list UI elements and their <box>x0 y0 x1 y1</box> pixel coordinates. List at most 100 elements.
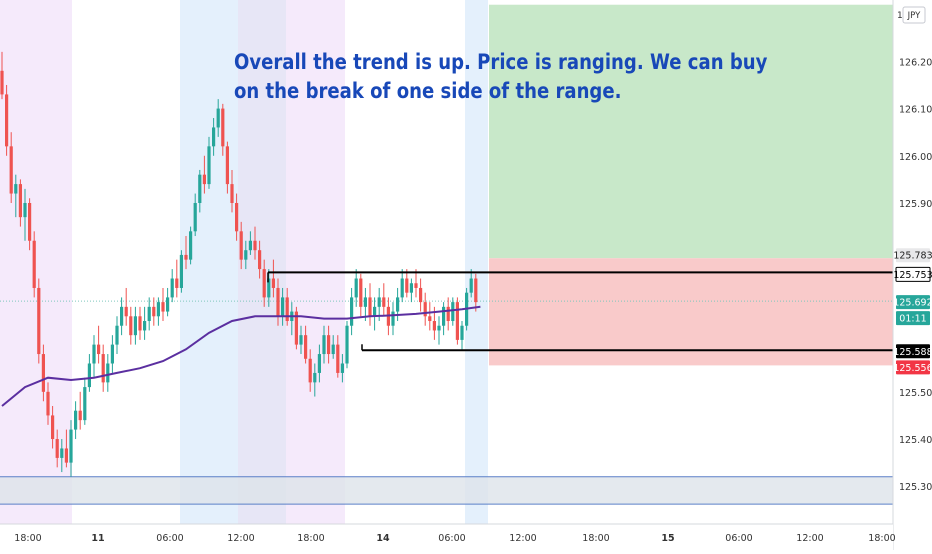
y-tick-label: 125.500 <box>899 388 932 399</box>
candle-body <box>281 297 285 317</box>
candle-body <box>212 127 216 147</box>
candle-body <box>368 297 372 317</box>
candle-body <box>69 429 73 463</box>
candlesticks <box>0 51 478 477</box>
candle-body <box>271 278 275 288</box>
candle-body <box>129 316 133 336</box>
candle-body <box>336 344 340 373</box>
candle-body <box>400 278 404 298</box>
candle-body <box>423 302 427 317</box>
price-tag-profit-target <box>896 248 930 263</box>
candle-body <box>308 358 312 383</box>
candle-body <box>437 325 441 331</box>
candle-body <box>147 306 151 322</box>
currency-badge <box>902 6 926 24</box>
x-tick-label: 12:00 <box>796 533 823 544</box>
candle-body <box>230 184 234 203</box>
candle-body <box>143 321 147 331</box>
candle-body <box>51 415 55 440</box>
candle-body <box>294 311 298 345</box>
candle-body <box>276 287 280 317</box>
candle-body <box>327 335 331 355</box>
range-levels <box>267 271 893 352</box>
candle-body <box>253 240 257 251</box>
x-tick-label: 14 <box>376 533 390 544</box>
candle-body <box>409 283 413 293</box>
candle-body <box>262 269 266 298</box>
candle-body <box>133 316 137 336</box>
x-tick-label: 06:00 <box>156 533 183 544</box>
candle-body <box>207 146 211 185</box>
candle-body <box>60 448 64 458</box>
candle-body <box>198 174 202 203</box>
candle-body <box>23 202 27 218</box>
candle-body <box>258 250 262 270</box>
candle-body <box>451 302 455 322</box>
candle-body <box>32 240 36 288</box>
candle-body <box>106 363 110 383</box>
candle-body <box>396 297 400 312</box>
candle-body <box>363 297 367 307</box>
candle-body <box>83 387 87 421</box>
x-tick-label: 18:00 <box>582 533 609 544</box>
candle-body <box>175 278 179 288</box>
candle-body <box>391 311 395 326</box>
candle-body <box>455 302 459 340</box>
x-tick-label: 12:00 <box>227 533 254 544</box>
candle-body <box>193 202 197 232</box>
session-band <box>465 0 488 524</box>
candle-body <box>446 306 450 322</box>
profit-zone <box>489 4 893 259</box>
candle-body <box>345 325 349 364</box>
candle-body <box>267 278 271 298</box>
candle-body <box>28 202 32 241</box>
candle-body <box>331 344 335 355</box>
candle-body <box>405 278 409 293</box>
candle-body <box>166 297 170 312</box>
candle-body <box>138 316 142 331</box>
time-axis-bg <box>0 524 893 550</box>
price-tag-range-low <box>896 344 930 359</box>
candle-body <box>432 321 436 331</box>
candle-body <box>152 306 156 317</box>
x-tick-label: 12:00 <box>509 533 536 544</box>
corner-label: 1 <box>897 11 903 21</box>
y-tick-label: 126.000 <box>899 152 932 163</box>
session-band <box>180 0 238 524</box>
candle-body <box>9 146 13 194</box>
candle-body <box>225 146 229 185</box>
candle-body <box>469 278 473 293</box>
price-label-countdown: 01:11 <box>899 314 926 325</box>
candle-body <box>359 278 363 307</box>
candle-body <box>115 325 119 345</box>
candle-body <box>97 344 101 355</box>
candle-body <box>184 254 188 260</box>
candle-body <box>120 306 124 326</box>
x-tick-label: 18:00 <box>297 533 324 544</box>
candle-body <box>41 354 45 392</box>
candle-body <box>221 108 225 147</box>
candle-body <box>354 278 358 298</box>
x-tick-label: 15 <box>661 533 674 544</box>
price-tag-range-high <box>895 266 931 282</box>
x-tick-label: 06:00 <box>725 533 752 544</box>
y-tick-label: 125.400 <box>899 435 932 446</box>
candle-body <box>235 202 239 232</box>
candle-body <box>110 344 114 364</box>
candle-body <box>304 335 308 359</box>
y-tick-label: 126.200 <box>899 57 932 68</box>
candle-body <box>350 297 354 326</box>
candle-body <box>0 70 4 95</box>
y-tick-label: 126.100 <box>899 105 932 116</box>
candle-body <box>442 306 446 326</box>
candle-body <box>92 344 96 364</box>
price-tag-current-price <box>896 295 930 310</box>
candle-body <box>322 335 326 355</box>
session-highlights <box>0 0 488 524</box>
y-tick-label: 125.900 <box>899 199 932 210</box>
candle-body <box>55 439 59 458</box>
candle-body <box>313 372 317 383</box>
candle-body <box>428 316 432 322</box>
